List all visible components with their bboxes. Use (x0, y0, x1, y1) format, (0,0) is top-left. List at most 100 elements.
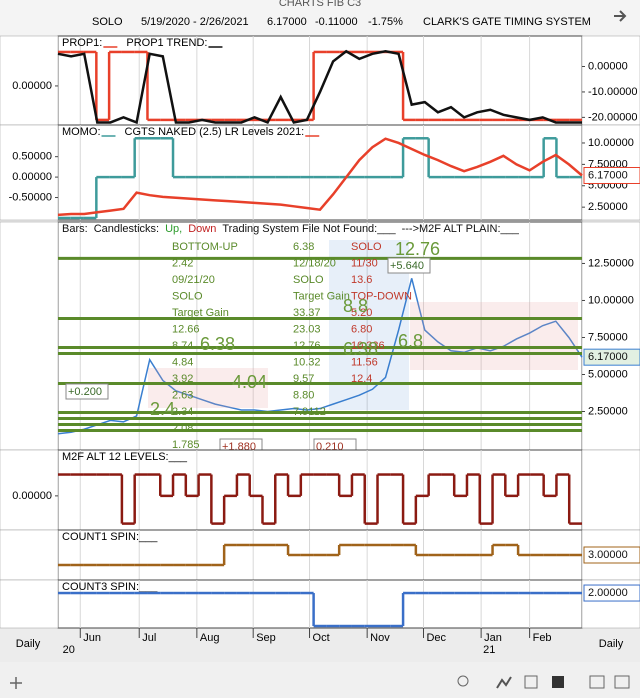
shade (148, 368, 268, 408)
panel-header: Up, (165, 223, 182, 235)
pct-change: -1.75% (368, 16, 403, 28)
level-label: 8.8 (343, 296, 368, 316)
timeframe-left: Daily (16, 638, 41, 650)
note: 12.4 (351, 373, 372, 385)
note: 33.37 (293, 307, 321, 319)
right-gutter (581, 449, 640, 531)
window-title: CHARTS FIB C3 (279, 0, 361, 9)
tick-label: 0.00000 (12, 171, 52, 183)
tick-label: 10.00000 (588, 137, 634, 149)
legend-entry: PROP1 TREND: (126, 37, 207, 49)
gain-box (65, 383, 109, 400)
tick-label: 0.50000 (12, 151, 52, 163)
note: 9.57 (293, 373, 314, 385)
note: 23.03 (293, 323, 321, 335)
system-name: CLARK'S GATE TIMING SYSTEM (423, 16, 591, 28)
change: -0.11000 (315, 16, 358, 28)
last-value-box (583, 546, 640, 564)
tick-label: -20.00000 (588, 111, 638, 123)
note: 2.34 (172, 406, 193, 418)
tick-label: 2.50000 (588, 405, 628, 417)
tick-label: 2.50000 (588, 201, 628, 213)
note: BOTTOM-UP (172, 241, 238, 253)
timeframe-right: Daily (599, 638, 624, 650)
panel (57, 124, 583, 221)
panel-button[interactable] (614, 675, 630, 689)
note: SOLO (172, 290, 203, 302)
last-value-box (583, 166, 640, 184)
year-label: 20 (63, 644, 75, 656)
x-tick-label: Nov (370, 632, 390, 644)
note: 12.66 (172, 323, 200, 335)
note: 1.785 (172, 439, 200, 451)
left-gutter (0, 579, 59, 629)
note: TOP-DOWN (351, 290, 412, 302)
draw-button[interactable] (496, 676, 512, 689)
last-value-label: 6.17000 (588, 351, 628, 363)
forward-arrow[interactable] (614, 10, 627, 22)
last-value-label: 2.00000 (588, 587, 628, 599)
panel-title: COUNT3 SPIN:___ (62, 581, 158, 593)
tool-button-2[interactable] (552, 676, 564, 688)
legend-entry: PROP1: (62, 37, 102, 49)
note: 12.76 (293, 340, 321, 352)
note: 2.08 (172, 422, 193, 434)
tick-label: -0.50000 (9, 191, 52, 203)
title-bar (0, 0, 640, 36)
tick-label: 0.00000 (12, 80, 52, 92)
x-tick-label: Feb (533, 632, 552, 644)
last-value-box (583, 584, 640, 602)
tick-label: -10.00000 (588, 86, 638, 98)
x-tick-label: Oct (313, 632, 330, 644)
tick-label: 0.00000 (588, 60, 628, 72)
level-label: 12.76 (395, 239, 440, 259)
legend-entry: CGTS NAKED (2.5) LR Levels 2021: (125, 126, 305, 138)
note: 8.80 (293, 389, 314, 401)
legend-entry: MOMO: (62, 126, 101, 138)
note: 09/21/20 (172, 274, 215, 286)
note: Target Gain (172, 307, 229, 319)
level-label: 6.8 (398, 331, 423, 351)
tick-label: 5.00000 (588, 368, 628, 380)
panel-header: Bars: (62, 223, 88, 235)
note: SOLO (293, 274, 324, 286)
tick-label: 7.50000 (588, 331, 628, 343)
note: 6.80 (351, 323, 372, 335)
note: SOLO (351, 241, 382, 253)
level-label: 4.04 (232, 372, 267, 392)
series-line (57, 278, 583, 435)
note: 13.6 (351, 274, 372, 286)
series-line (57, 49, 582, 125)
panel-title: COUNT1 SPIN:___ (62, 531, 158, 543)
gain-box (387, 257, 431, 274)
left-gutter (0, 124, 59, 221)
tick-label: 10.00000 (588, 294, 634, 306)
add-button[interactable] (10, 677, 22, 689)
x-tick-label: Jan (484, 632, 502, 644)
tick-label: 0.00000 (12, 490, 52, 502)
note: 10.32 (293, 356, 321, 368)
note: 11/30 (351, 257, 378, 269)
last-value-box (583, 348, 640, 366)
search-button[interactable] (457, 675, 469, 687)
last-price: 6.17000 (267, 16, 307, 28)
left-gutter (0, 529, 59, 581)
x-tick-label: Jun (83, 632, 101, 644)
note: 11.56 (351, 356, 378, 368)
note: 12/18/20 (293, 257, 336, 269)
x-tick-label: Dec (426, 632, 446, 644)
panel (57, 579, 583, 629)
panel-title: M2F ALT 12 LEVELS:___ (62, 451, 188, 463)
x-tick-label: Aug (200, 632, 220, 644)
date-range: 5/19/2020 - 2/26/2021 (141, 16, 249, 28)
panel (57, 449, 583, 531)
note: 10.336 (351, 340, 385, 352)
toolbar (0, 662, 640, 698)
symbol: SOLO (92, 16, 123, 28)
panel-header: Down (188, 223, 216, 235)
note: 8.74 (172, 340, 193, 352)
note: 3.92 (172, 373, 193, 385)
tool-button[interactable] (524, 675, 538, 689)
book-button[interactable] (589, 675, 605, 689)
